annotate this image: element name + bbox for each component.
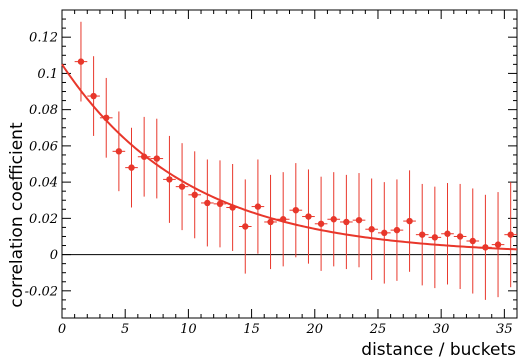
data-point bbox=[137, 116, 151, 197]
data-point bbox=[327, 172, 341, 267]
point-marker bbox=[279, 216, 287, 223]
point-marker bbox=[368, 226, 375, 233]
data-point bbox=[238, 179, 252, 274]
data-point bbox=[403, 170, 416, 272]
point-marker bbox=[305, 213, 312, 220]
data-point bbox=[74, 21, 88, 102]
point-marker bbox=[317, 220, 325, 227]
point-marker bbox=[292, 207, 300, 214]
x-tick-label: 5 bbox=[121, 322, 129, 337]
point-marker bbox=[229, 204, 236, 211]
point-marker bbox=[90, 92, 97, 100]
data-point bbox=[289, 163, 303, 258]
data-point bbox=[390, 179, 404, 281]
data-point bbox=[251, 159, 265, 254]
data-point bbox=[112, 111, 126, 192]
point-marker bbox=[77, 58, 85, 65]
point-marker bbox=[406, 217, 413, 225]
x-axis-title: distance / buckets bbox=[361, 340, 516, 359]
data-point bbox=[201, 159, 214, 247]
point-marker bbox=[456, 233, 464, 240]
data-point bbox=[415, 183, 429, 286]
point-marker bbox=[355, 216, 363, 224]
data-point bbox=[99, 77, 113, 158]
data-point bbox=[213, 160, 227, 248]
y-tick-label: 0.12 bbox=[29, 31, 58, 46]
point-marker bbox=[166, 176, 173, 183]
point-marker bbox=[330, 216, 337, 223]
point-marker bbox=[507, 231, 514, 238]
data-point bbox=[453, 183, 467, 290]
x-tick-label: 25 bbox=[369, 322, 387, 337]
data-point bbox=[352, 173, 366, 268]
point-marker bbox=[381, 229, 388, 237]
point-marker bbox=[444, 230, 451, 237]
y-tick-label: -0.02 bbox=[25, 284, 58, 299]
point-marker bbox=[153, 155, 160, 162]
point-marker bbox=[178, 183, 186, 190]
point-marker bbox=[482, 244, 489, 251]
data-point bbox=[314, 176, 328, 271]
data-point bbox=[441, 183, 454, 285]
data-point bbox=[276, 172, 290, 267]
point-marker bbox=[267, 218, 274, 226]
point-marker bbox=[469, 237, 476, 245]
point-marker bbox=[494, 241, 502, 248]
data-point bbox=[163, 135, 176, 223]
x-tick-label: 35 bbox=[496, 322, 513, 337]
fit-curve bbox=[61, 63, 518, 251]
data-point bbox=[188, 151, 202, 239]
y-tick-label: 0.02 bbox=[29, 212, 58, 227]
point-marker bbox=[254, 203, 262, 210]
y-tick-label: 0.08 bbox=[29, 103, 58, 118]
data-point bbox=[428, 186, 442, 289]
data-point bbox=[491, 192, 505, 298]
x-tick-label: 20 bbox=[306, 322, 324, 337]
point-marker bbox=[140, 153, 148, 160]
point-marker bbox=[115, 148, 123, 155]
data-point bbox=[479, 194, 492, 300]
point-marker bbox=[103, 114, 110, 122]
x-tick-label: 0 bbox=[58, 322, 66, 337]
point-marker bbox=[216, 200, 224, 208]
data-point bbox=[125, 127, 138, 208]
x-axis-ticks: 0 5 10 15 20 25 30 35 bbox=[58, 10, 513, 337]
data-point bbox=[150, 118, 164, 199]
data-point bbox=[466, 188, 480, 294]
point-marker bbox=[419, 231, 426, 238]
plot-frame bbox=[61, 9, 518, 319]
point-marker bbox=[343, 218, 350, 226]
y-axis-title: correlation coefficient bbox=[7, 122, 27, 308]
point-marker bbox=[128, 164, 135, 171]
data-point bbox=[340, 174, 353, 270]
x-tick-label: 15 bbox=[243, 322, 260, 337]
x-tick-label: 30 bbox=[433, 322, 450, 337]
y-tick-label: 0.04 bbox=[29, 176, 58, 191]
point-marker bbox=[204, 199, 211, 207]
y-tick-label: 0 bbox=[50, 248, 58, 263]
data-point bbox=[226, 164, 239, 251]
y-tick-label: 0.06 bbox=[29, 139, 58, 154]
x-tick-label: 10 bbox=[180, 322, 197, 337]
data-point bbox=[175, 143, 189, 231]
y-axis-ticks: -0.02 0 0.02 0.04 0.06 0.08 0.1 0.12 bbox=[25, 9, 517, 319]
data-point bbox=[504, 182, 517, 288]
data-points bbox=[74, 21, 517, 300]
point-marker bbox=[431, 234, 439, 241]
point-marker bbox=[191, 191, 198, 198]
point-marker bbox=[393, 226, 401, 234]
data-point bbox=[87, 56, 100, 136]
data-point bbox=[377, 182, 391, 284]
data-point bbox=[302, 169, 315, 264]
data-point bbox=[365, 178, 378, 280]
data-point bbox=[264, 174, 277, 270]
y-tick-label: 0.1 bbox=[37, 67, 58, 82]
point-marker bbox=[242, 223, 249, 230]
